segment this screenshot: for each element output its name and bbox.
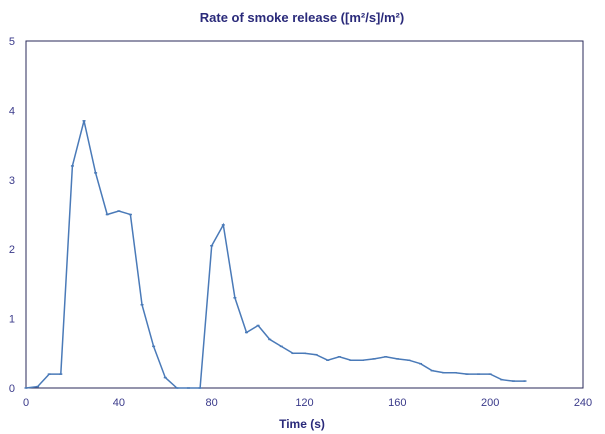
- x-tick-label: 120: [295, 397, 313, 409]
- series-line: [25, 120, 525, 389]
- chart-title: Rate of smoke release ([m²/s]/m²): [200, 10, 404, 25]
- x-axis-label: Time (s): [279, 417, 325, 431]
- x-tick-label: 80: [206, 397, 218, 409]
- y-tick-label: 5: [9, 36, 15, 48]
- x-tick-label: 160: [388, 397, 406, 409]
- y-tick-label: 4: [9, 105, 15, 117]
- y-axis-ticks: 0 1 2 3 4 5: [9, 36, 15, 395]
- x-tick-label: 0: [23, 397, 29, 409]
- x-axis-ticks: 0 40 80 120 160 200 240: [23, 397, 592, 409]
- plot-area-frame: [25, 40, 584, 389]
- x-tick-label: 40: [113, 397, 125, 409]
- y-tick-label: 0: [9, 383, 15, 395]
- y-tick-label: 1: [9, 314, 15, 326]
- y-tick-label: 3: [9, 175, 15, 187]
- x-tick-label: 200: [481, 397, 499, 409]
- y-tick-label: 2: [9, 244, 15, 256]
- series-group: [24, 120, 527, 389]
- x-tick-label: 240: [574, 397, 592, 409]
